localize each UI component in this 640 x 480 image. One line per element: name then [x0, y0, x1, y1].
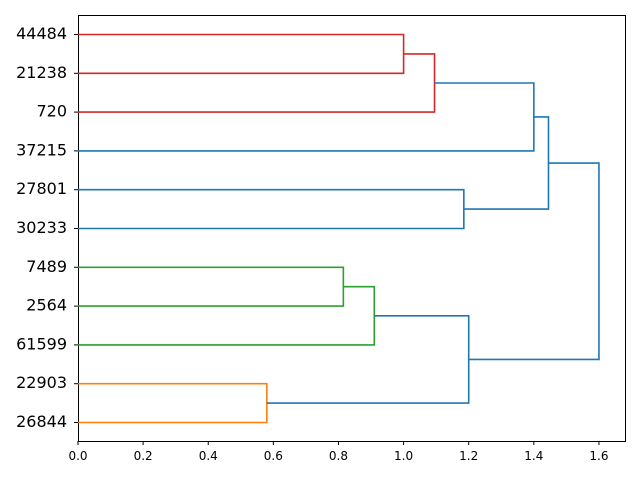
- x-tick-label: 1.4: [524, 449, 543, 463]
- x-tick-label: 0.2: [134, 449, 153, 463]
- dendrogram-link-5: [463, 116, 550, 210]
- dendrogram-link-9: [266, 315, 470, 404]
- dendrogram-link-10: [468, 162, 600, 361]
- leaf-label-44484: 44484: [16, 24, 67, 43]
- dendrogram-link-4: [78, 188, 465, 230]
- leaf-label-7489: 7489: [26, 257, 67, 276]
- leaf-label-27801: 27801: [16, 179, 67, 198]
- dendrogram-link-6: [78, 266, 345, 307]
- x-tick-label: 0.4: [199, 449, 218, 463]
- leaf-label-21238: 21238: [16, 63, 67, 82]
- x-tick-label: 0.0: [68, 449, 87, 463]
- leaf-label-22903: 22903: [16, 373, 67, 392]
- leaf-label-26844: 26844: [16, 412, 67, 431]
- x-tick-label: 1.2: [459, 449, 478, 463]
- x-tick-label: 1.6: [589, 449, 608, 463]
- dendrogram-link-3: [78, 82, 535, 152]
- dendrogram-link-8: [78, 382, 268, 424]
- leaf-label-2564: 2564: [26, 296, 67, 315]
- dendrogram-link-1: [78, 33, 405, 75]
- x-tick-label: 0.6: [264, 449, 283, 463]
- x-tick-label: 1.0: [394, 449, 413, 463]
- x-tick-label: 0.8: [329, 449, 348, 463]
- leaf-label-30233: 30233: [16, 218, 67, 237]
- leaf-labels: 44484 21238 720 37215 27801 30233 7489 2564 6159…: [16, 24, 78, 431]
- leaf-label-61599: 61599: [16, 334, 67, 353]
- leaf-label-37215: 37215: [16, 140, 67, 159]
- dendrogram-links: [78, 33, 600, 424]
- x-axis: 0.0 0.2 0.4 0.6 0.8 1.0 1.2 1.4 1.6: [68, 441, 608, 463]
- leaf-label-720: 720: [36, 102, 67, 121]
